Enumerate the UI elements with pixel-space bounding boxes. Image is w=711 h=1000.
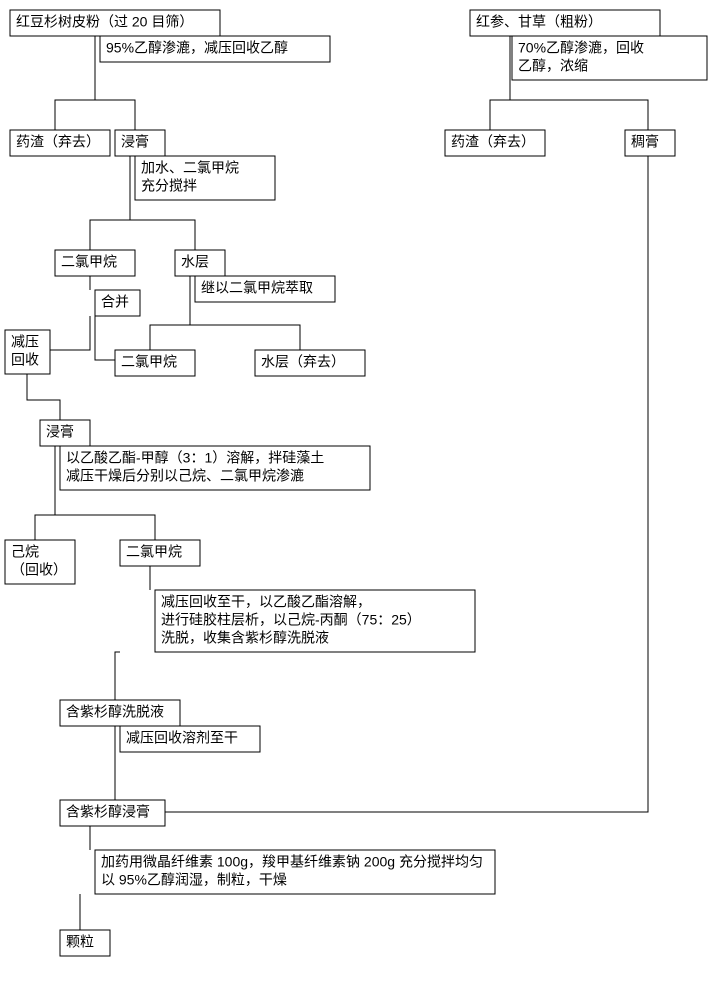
flow-edge [95, 316, 115, 360]
node-label: 药渣（弃去） [451, 134, 535, 150]
flowchart-diagram: 红豆杉树皮粉（过 20 目筛） 红参、甘草（粗粉） 95%乙醇渗漉，减压回收乙醇 70… [0, 0, 711, 1000]
node-label: 减压 [11, 334, 39, 350]
node-label: 洗脱，收集含紫杉醇洗脱液 [161, 630, 329, 646]
node-label: 减压回收溶剂至干 [126, 730, 238, 746]
node-label: 水层（弃去） [261, 354, 345, 370]
flow-node-p9: 加药用微晶纤维素 100g，羧甲基纤维素钠 200g 充分搅拌均匀以 95%乙醇… [95, 850, 495, 894]
flow-node-n14: 二氯甲烷 [120, 540, 200, 566]
node-label: 含紫杉醇洗脱液 [66, 704, 164, 720]
node-label: 浸膏 [121, 134, 149, 150]
flow-node-n1: 红豆杉树皮粉（过 20 目筛） [10, 10, 220, 36]
flow-node-n4: 浸膏 [115, 130, 165, 156]
flow-edge [150, 276, 190, 350]
flow-node-p1: 95%乙醇渗漉，减压回收乙醇 [100, 36, 330, 62]
node-label: 回收 [11, 352, 39, 368]
flow-node-n11: 水层（弃去） [255, 350, 365, 376]
flow-node-p8: 减压回收溶剂至干 [120, 726, 260, 752]
flow-node-p4: 继以二氯甲烷萃取 [195, 276, 335, 302]
flow-edge [90, 156, 130, 250]
node-label: 二氯甲烷 [126, 544, 182, 560]
flow-edge [50, 316, 90, 350]
node-label: 加药用微晶纤维素 100g，羧甲基纤维素钠 200g 充分搅拌均匀 [101, 854, 483, 870]
node-label: 减压干燥后分别以己烷、二氯甲烷渗漉 [66, 468, 304, 484]
flow-edge [55, 36, 95, 130]
node-label: 以 95%乙醇润湿，制粒，干燥 [101, 872, 287, 888]
flow-node-p6: 以乙酸乙酯-甲醇（3：1）溶解，拌硅藻土减压干燥后分别以己烷、二氯甲烷渗漉 [60, 446, 370, 490]
node-label: 己烷 [11, 544, 39, 560]
node-label: 乙醇，浓缩 [518, 58, 588, 74]
flow-node-p2: 70%乙醇渗漉，回收乙醇，浓缩 [512, 36, 707, 80]
node-label: 合并 [101, 294, 129, 310]
flow-node-n13: 己烷 （回收） [5, 540, 75, 584]
node-label: 二氯甲烷 [121, 354, 177, 370]
node-label: 以乙酸乙酯-甲醇（3：1）溶解，拌硅藻土 [66, 450, 324, 466]
node-label: 药渣（弃去） [16, 134, 100, 150]
node-label: 水层 [181, 254, 209, 270]
flow-node-n3: 药渣（弃去） [10, 130, 110, 156]
flow-node-n16: 含紫杉醇浸膏 [60, 800, 165, 826]
node-label: 颗粒 [66, 934, 94, 950]
node-label: 浸膏 [46, 424, 74, 440]
node-label: 加水、二氯甲烷 [141, 160, 239, 176]
flow-node-n6: 稠膏 [625, 130, 675, 156]
node-label: 红豆杉树皮粉（过 20 目筛） [16, 14, 193, 30]
node-label: 减压回收至干，以乙酸乙酯溶解， [161, 594, 371, 610]
flow-node-n9: 减压回收 [5, 330, 50, 374]
node-label: 70%乙醇渗漉，回收 [518, 40, 644, 56]
flow-node-p3: 加水、二氯甲烷充分搅拌 [135, 156, 275, 200]
flow-edge [115, 652, 120, 700]
node-label: 含紫杉醇浸膏 [66, 804, 150, 820]
flow-edge [35, 446, 55, 540]
flow-node-n12: 浸膏 [40, 420, 90, 446]
flow-node-n10: 二氯甲烷 [115, 350, 195, 376]
node-label: 稠膏 [631, 134, 659, 150]
node-label: 二氯甲烷 [61, 254, 117, 270]
flow-node-n2: 红参、甘草（粗粉） [470, 10, 660, 36]
flow-node-n17: 颗粒 [60, 930, 110, 956]
flow-node-n15: 含紫杉醇洗脱液 [60, 700, 180, 726]
flow-node-n5: 药渣（弃去） [445, 130, 545, 156]
flow-node-n8: 水层 [175, 250, 225, 276]
flow-node-p7: 减压回收至干，以乙酸乙酯溶解， 进行硅胶柱层析，以己烷-丙酮（75：25） 洗脱，收… [155, 590, 475, 652]
node-label: 充分搅拌 [141, 178, 197, 194]
node-label: 95%乙醇渗漉，减压回收乙醇 [106, 40, 288, 56]
flow-edge [27, 374, 60, 420]
flow-edge [490, 36, 510, 130]
flow-node-n7: 二氯甲烷 [55, 250, 135, 276]
node-label: （回收） [11, 562, 67, 578]
flow-node-p5: 合并 [95, 290, 140, 316]
node-label: 红参、甘草（粗粉） [476, 14, 602, 30]
node-label: 继以二氯甲烷萃取 [201, 280, 313, 296]
node-label: 进行硅胶柱层析，以己烷-丙酮（75：25） [161, 612, 421, 628]
